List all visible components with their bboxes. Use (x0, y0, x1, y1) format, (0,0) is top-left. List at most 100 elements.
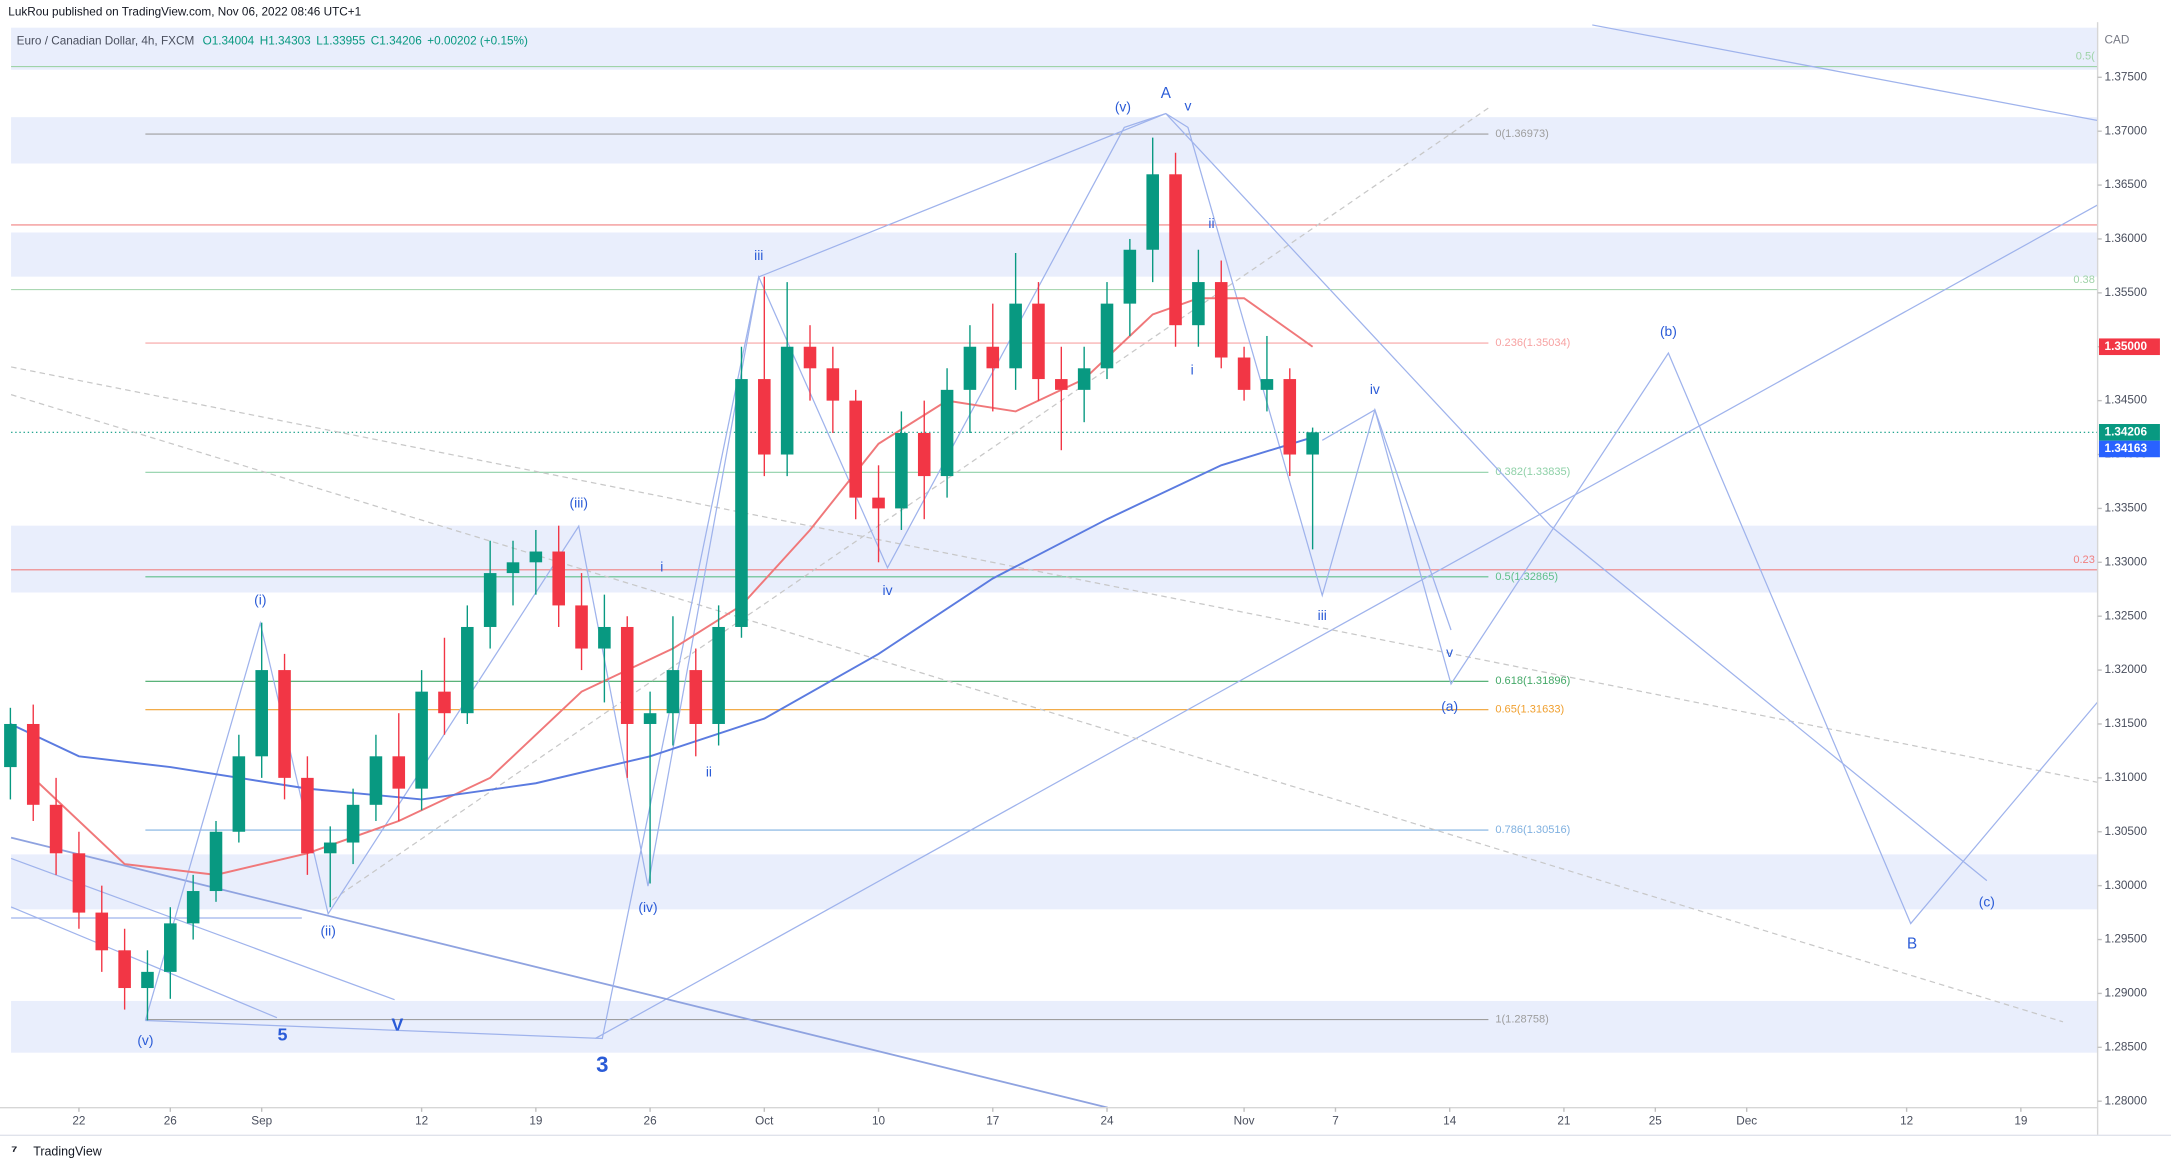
trend-line (1592, 24, 2098, 122)
ohlc-value: C1.34206 (371, 35, 422, 48)
candle-body (4, 723, 17, 768)
wave-label: (iii) (570, 495, 588, 511)
y-tick-label: 1.33500 (2105, 502, 2148, 515)
candle-body (232, 756, 246, 832)
candle-body (758, 379, 771, 455)
candle-body (666, 670, 680, 714)
trend-line (10, 906, 278, 1019)
wave-label: v (1184, 97, 1191, 113)
y-tick-label: 1.37500 (2105, 70, 2148, 83)
candle-body (118, 950, 131, 989)
y-tick-label: 1.29500 (2105, 933, 2148, 946)
x-tick-label: 26 (644, 1115, 658, 1128)
fib-label: 0.786(1.30516) (1495, 824, 1570, 836)
zone (11, 117, 2098, 164)
x-tick-label: 24 (1100, 1115, 1114, 1128)
trend-line (595, 204, 2098, 1039)
candle-body (461, 626, 474, 714)
x-tick-label: Nov (1234, 1115, 1255, 1128)
y-tick-label: 1.34500 (2105, 394, 2148, 407)
candle-body (780, 346, 794, 455)
wave-label: v (1446, 644, 1453, 660)
fib-label: 1(1.28758) (1495, 1013, 1549, 1025)
candle-body (209, 831, 223, 892)
candle-body (301, 777, 314, 854)
x-tick-label: 17 (986, 1115, 999, 1128)
candle-body (438, 691, 451, 714)
y-tick-label: 1.36500 (2105, 178, 2148, 191)
wave-label: (v) (1115, 99, 1131, 115)
candle-body (803, 346, 817, 369)
candle-body (1283, 379, 1297, 455)
wave-path (144, 112, 1452, 1021)
y-tick-label: 1.30500 (2105, 825, 2148, 838)
y-tick-label: 1.28500 (2105, 1040, 2148, 1053)
x-tick-label: 10 (872, 1115, 886, 1128)
zone (11, 27, 2098, 70)
y-tick-label: 1.32500 (2105, 609, 2148, 622)
y-tick-label: 1.29000 (2105, 987, 2148, 1000)
y-tick-label: 1.32000 (2105, 663, 2148, 676)
ohlc-value: +0.00202 (+0.15%) (427, 35, 528, 48)
y-tick-label: 1.31500 (2105, 717, 2148, 730)
x-tick-label: 25 (1649, 1115, 1663, 1128)
wave-label: 3 (596, 1052, 608, 1077)
wave-label: iii (754, 247, 763, 263)
wave-label: A (1161, 85, 1172, 102)
wave-label: ii (706, 763, 712, 779)
candle-body (712, 626, 725, 724)
y-tick-label: 1.35500 (2105, 286, 2148, 299)
candle-body (689, 670, 703, 724)
level-label: 0.38 (2073, 274, 2095, 286)
candle-body (872, 497, 885, 509)
ohlc-value: L1.33955 (316, 35, 365, 48)
candle-body (255, 670, 268, 757)
candle-body (369, 756, 383, 805)
candle-body (1077, 368, 1091, 390)
candle-body (1260, 379, 1274, 390)
price-tag-label: 1.35000 (2105, 340, 2148, 353)
candle-body (49, 804, 63, 854)
wave-label: iv (883, 582, 893, 598)
zone (11, 525, 2098, 593)
candle-body (1100, 303, 1114, 369)
price-tag (2099, 424, 2160, 441)
axes: 1.28000 1.28500 1.29000 1.29500 1.30000 1.305… (72, 70, 2160, 1128)
candle-body (529, 551, 543, 563)
x-tick-label: 26 (164, 1115, 178, 1128)
fib-label: 0.65(1.31633) (1495, 704, 1564, 716)
zones (11, 27, 2098, 1053)
header-bar (0, 0, 2171, 23)
candle-body (643, 713, 657, 724)
candle-body (575, 605, 588, 649)
candle-body (1306, 432, 1319, 455)
y-tick-label: 1.30000 (2105, 879, 2148, 892)
candle-body (552, 551, 565, 606)
wave-label: 5 (277, 1024, 287, 1044)
x-tick-label: 14 (1443, 1115, 1457, 1128)
wave-label: (ii) (320, 922, 335, 938)
candle-body (1146, 174, 1159, 250)
ohlc-value: H1.34303 (260, 35, 311, 48)
candle-body (278, 670, 291, 778)
fib-label: 0.5(1.32865) (1495, 571, 1558, 583)
symbol-title: Euro / Canadian Dollar, 4h, FXCM (17, 35, 195, 48)
legend: Euro / Canadian Dollar, 4h, FXCM O1.3400… (17, 35, 528, 48)
candle-body (392, 756, 406, 789)
wave-path (1165, 113, 1988, 882)
candle-body (826, 368, 840, 401)
wave-label: (i) (254, 592, 266, 608)
wave-path (145, 112, 1167, 1040)
candle-body (186, 891, 200, 924)
logo-mark: ⁷ (11, 1143, 17, 1160)
price-tag-label: 1.34163 (2105, 442, 2148, 455)
candle-body (141, 971, 154, 989)
candle-body (735, 379, 748, 627)
candle-body (346, 804, 360, 843)
candles (4, 137, 1319, 1021)
x-tick-label: 21 (1557, 1115, 1570, 1128)
fib-label: 0.382(1.33835) (1495, 466, 1570, 478)
moving-average (32, 297, 1314, 876)
level-label: 0.5( (2076, 51, 2095, 63)
